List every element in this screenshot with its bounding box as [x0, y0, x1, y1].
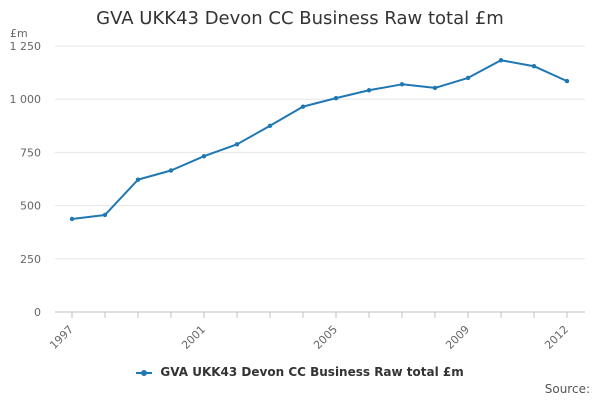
grid-lines [55, 45, 585, 313]
y-tick-label: 250 [20, 253, 41, 266]
legend: GVA UKK43 Devon CC Business Raw total £m [0, 365, 600, 379]
series-layer [69, 58, 570, 222]
y-axis-label: £m [10, 27, 28, 40]
y-axis: 0 250 500 750 1 000 1 250£m [10, 27, 42, 319]
y-tick-label: 500 [20, 200, 41, 213]
data-point[interactable] [102, 212, 108, 218]
x-tick-label: 1997 [47, 323, 76, 352]
data-point[interactable] [399, 82, 405, 87]
data-point[interactable] [201, 154, 207, 159]
series-line [71, 59, 568, 220]
data-point[interactable] [234, 142, 240, 147]
data-point[interactable] [168, 168, 174, 173]
x-tick-label: 2012 [542, 323, 571, 352]
data-point[interactable] [498, 58, 504, 63]
legend-marker-icon [136, 368, 153, 378]
x-tick-label: 2009 [443, 323, 472, 352]
data-point[interactable] [69, 216, 75, 222]
data-point[interactable] [564, 78, 570, 84]
x-axis: 1997 2001 2005 2009 2012 [47, 312, 571, 352]
source-label: Source: [544, 382, 590, 396]
y-tick-label: 750 [20, 146, 41, 159]
data-point[interactable] [300, 104, 306, 109]
y-tick-label: 1 250 [10, 40, 42, 53]
data-point[interactable] [333, 95, 339, 101]
data-point[interactable] [366, 88, 372, 93]
x-tick-label: 2001 [179, 323, 208, 352]
data-point[interactable] [465, 75, 471, 81]
data-point[interactable] [135, 177, 141, 182]
data-point[interactable] [267, 123, 273, 128]
legend-label: GVA UKK43 Devon CC Business Raw total £m [160, 365, 464, 379]
chart-title: GVA UKK43 Devon CC Business Raw total £m [96, 8, 504, 29]
x-tick-label: 2005 [311, 323, 340, 352]
data-point[interactable] [432, 85, 438, 91]
y-tick-label: 0 [34, 306, 41, 319]
data-point[interactable] [531, 64, 537, 69]
y-tick-label: 1 000 [10, 93, 42, 106]
